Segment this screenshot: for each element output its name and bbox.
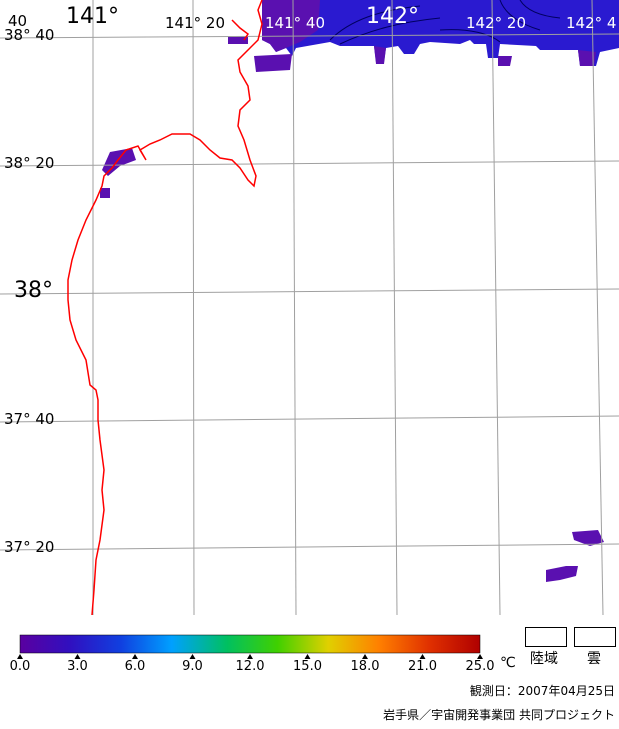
coastline xyxy=(67,0,263,615)
sea-surface-temperature-map xyxy=(0,0,619,615)
colorbar-tick-label: 12.0 xyxy=(235,659,265,674)
colorbar-tick-label: 18.0 xyxy=(350,659,380,674)
lon-label-142-20: 142° 20 xyxy=(466,14,526,32)
colorbar-tick xyxy=(17,654,23,659)
colorbar-tick xyxy=(419,654,426,659)
colorbar-tick-label: 9.0 xyxy=(182,659,203,674)
colorbar-tick-label: 3.0 xyxy=(67,659,88,674)
graticule xyxy=(0,0,619,615)
land-swatch xyxy=(525,627,567,647)
colorbar-tick xyxy=(132,654,138,659)
lon-label-141-40: 141° 40 xyxy=(265,14,325,32)
cloud-label: 雲 xyxy=(587,651,601,667)
colorbar-tick xyxy=(477,654,483,659)
colorbar-tick xyxy=(189,654,196,659)
lat-label-37-20: 37° 20 xyxy=(4,538,55,556)
colorbar-tick xyxy=(74,654,81,659)
coastline-bay xyxy=(231,19,250,41)
colorbar-tick xyxy=(247,654,253,659)
legend-unit: ℃ xyxy=(500,655,516,671)
lon-label-142-4: 142° 4 xyxy=(566,14,617,32)
lon-label-141: 141° xyxy=(66,4,119,29)
legend: 0.0 3.0 6.0 9.0 12.0 15.0 18.0 21.0 25.0 ℃ 陸域 雲 … xyxy=(0,615,619,725)
colorbar-tick-label: 6.0 xyxy=(124,659,146,674)
credit: 岩手県／宇宙開発事業団 共同プロジェクト xyxy=(383,708,615,722)
lon-label-142: 142° xyxy=(366,4,419,29)
lat-label-38: 38° xyxy=(14,278,53,303)
colorbar-tick xyxy=(304,654,311,659)
colorbar-tick-label: 0.0 xyxy=(9,659,31,674)
observation-date: 観測日：2007年04月25日 xyxy=(469,684,615,698)
lon-label-141-20: 141° 20 xyxy=(165,14,225,32)
lat-label-37-40: 37° 40 xyxy=(4,410,55,428)
sst-data-region xyxy=(100,0,619,582)
land-label: 陸域 xyxy=(530,651,558,667)
lat-label-38-40: 38° 40 xyxy=(4,26,55,44)
colorbar-tick-label: 21.0 xyxy=(408,659,437,674)
colorbar-tick-label: 15.0 xyxy=(293,659,322,674)
lat-label-38-20: 38° 20 xyxy=(4,154,55,172)
colorbar xyxy=(17,634,483,659)
corner-label: 40 xyxy=(8,12,28,30)
colorbar-tick xyxy=(362,654,368,659)
colorbar-tick-label: 25.0 xyxy=(465,659,495,674)
cloud-swatch xyxy=(574,627,616,647)
